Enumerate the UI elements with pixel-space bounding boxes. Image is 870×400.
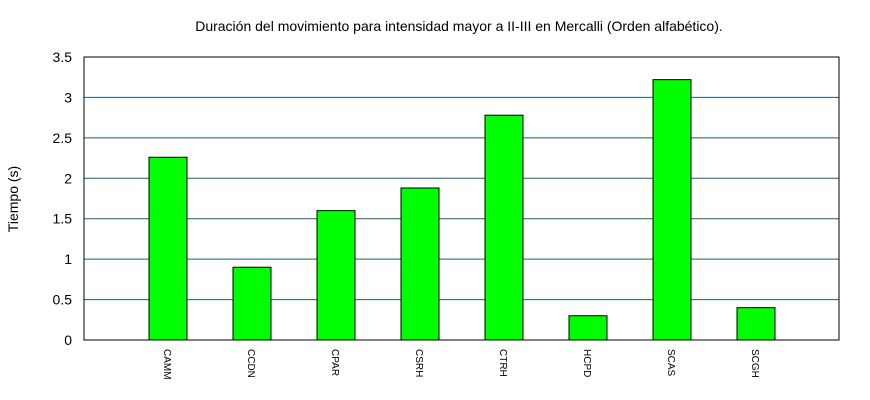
- y-tick-label: 1.5: [53, 211, 73, 227]
- y-tick-label: 3.5: [53, 49, 73, 65]
- plot-frame: [83, 56, 840, 341]
- bar-csrh: [400, 187, 440, 341]
- chart-title: Duración del movimiento para intensidad …: [195, 18, 723, 34]
- x-tick-label: CPAR: [329, 349, 340, 376]
- y-tick-label: 2.5: [53, 130, 73, 146]
- bar-scas: [652, 79, 692, 341]
- y-tick-label: 0.5: [53, 292, 73, 308]
- y-tick-label: 0: [64, 332, 72, 348]
- y-tick-labels: 0 0.5 1 1.5 2 2.5 3 3.5: [53, 49, 73, 348]
- bar-cpar: [316, 210, 356, 341]
- bar-scgh: [736, 307, 776, 341]
- y-tick-label: 1: [64, 251, 72, 267]
- x-tick-label: CAMM: [161, 349, 172, 380]
- y-tick-label: 2: [64, 170, 72, 186]
- x-tick-label: CCDN: [245, 349, 256, 378]
- grid-lines: [84, 96, 839, 301]
- y-tick-label: 3: [64, 89, 72, 105]
- bar-hcpd: [568, 315, 608, 341]
- y-axis-label: Tiempo (s): [5, 166, 21, 232]
- bars: [148, 79, 776, 341]
- x-tick-label: CTRH: [497, 349, 508, 377]
- x-tick-label: SCAS: [665, 349, 676, 377]
- bar-ccdn: [232, 266, 272, 341]
- x-tick-labels: CAMM CCDN CPAR CSRH CTRH HCPD SCAS SCGH: [161, 349, 760, 380]
- x-tick-label: HCPD: [581, 349, 592, 377]
- bar-ctrh: [484, 114, 524, 341]
- x-tick-label: SCGH: [749, 349, 760, 378]
- bar-camm: [148, 156, 188, 341]
- x-tick-label: CSRH: [413, 349, 424, 377]
